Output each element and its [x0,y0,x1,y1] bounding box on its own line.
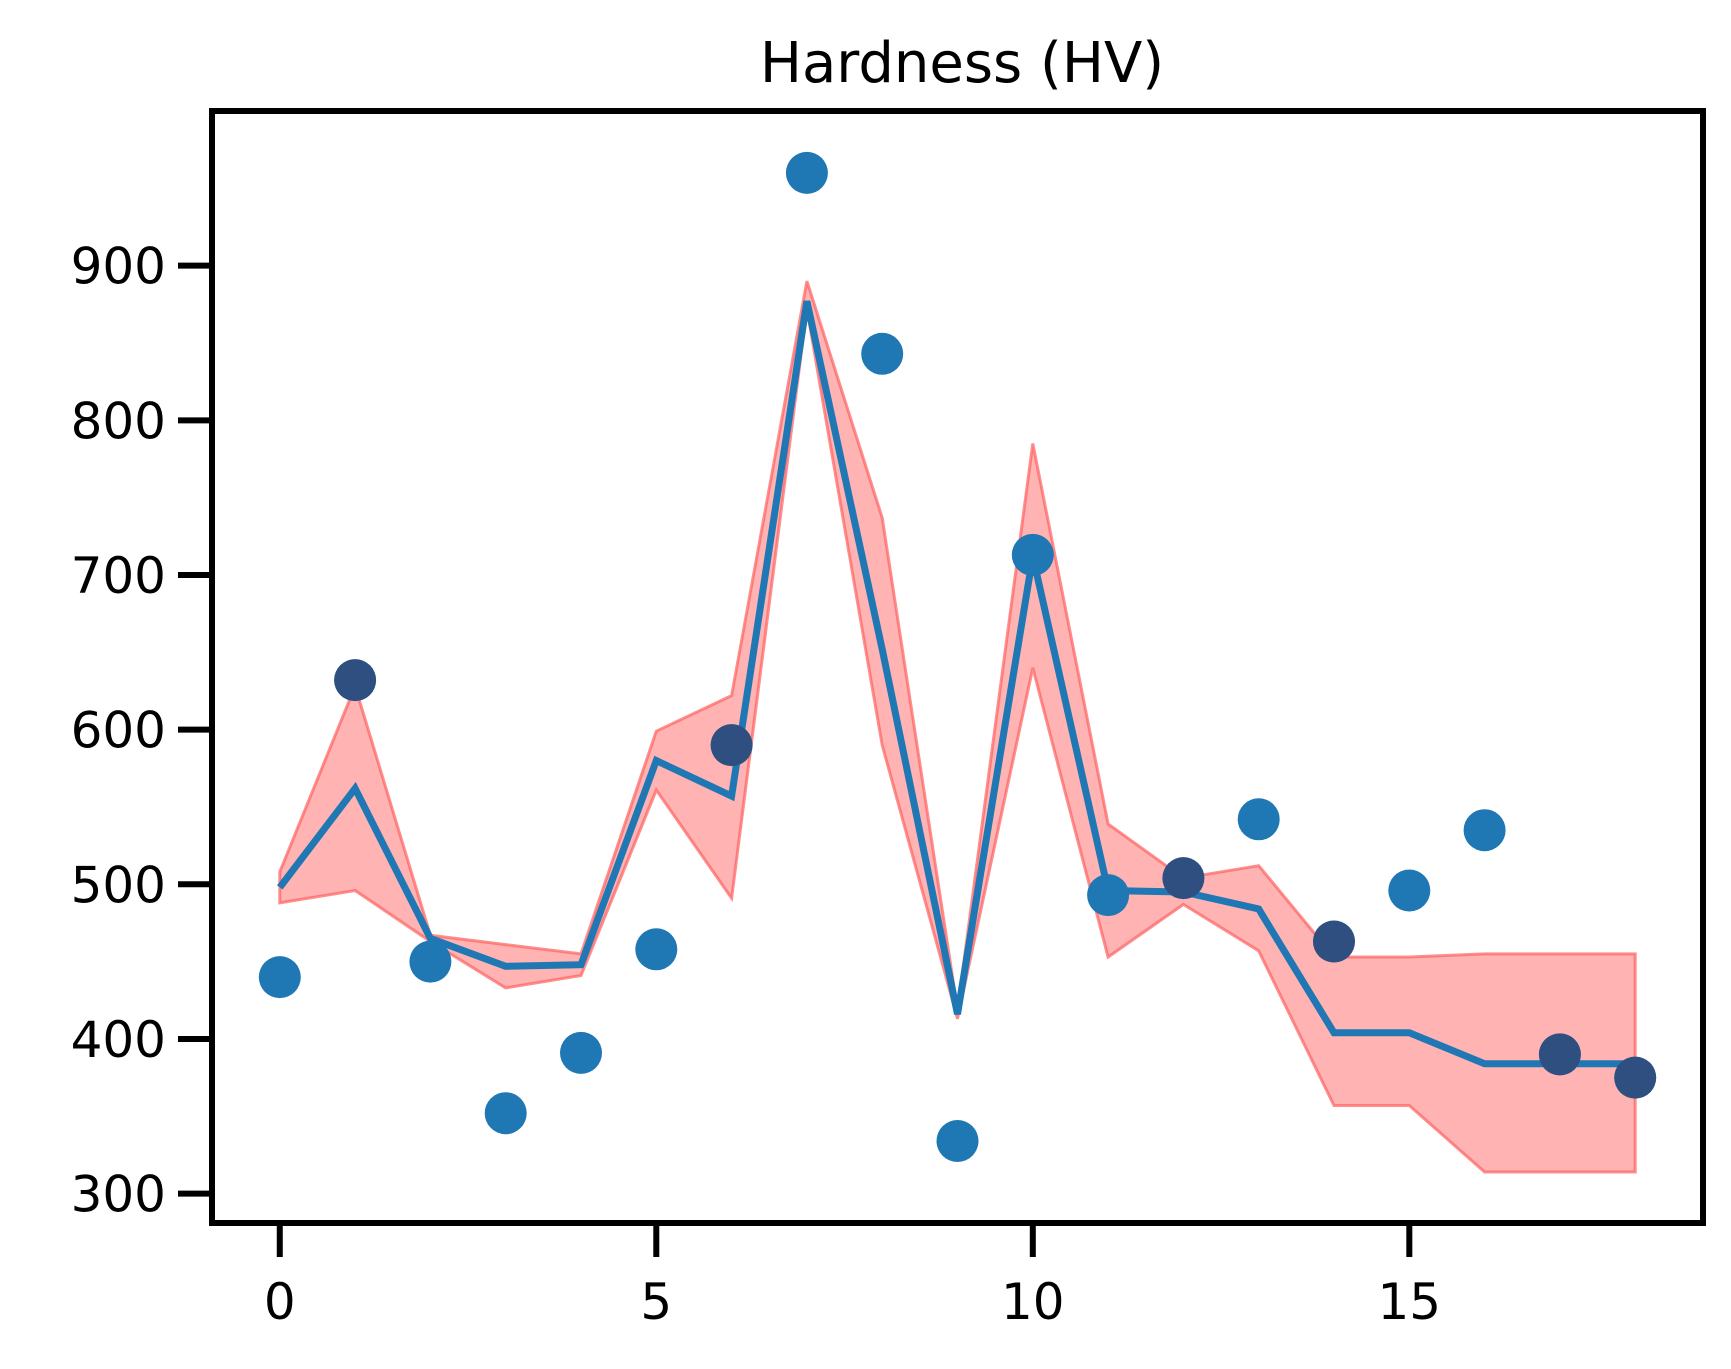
data-point [1463,809,1506,852]
y-tick-label: 300 [71,1166,166,1224]
chart-title: Hardness (HV) [760,31,1164,96]
axes-layer: 300 400 500 600 700 800 900 0 5 10 15 [71,108,1706,1331]
plot-frame [209,108,1706,1226]
data-point [936,1120,979,1162]
x-tick-label: 10 [1001,1273,1065,1331]
fit-line-layer [277,300,1636,1068]
fit-line [277,300,1636,1068]
data-point [861,332,904,375]
confidence-band [278,280,1637,1174]
data-point [785,151,828,194]
data-point [1087,874,1130,917]
data-point-overlap [1614,1056,1657,1099]
y-tick-label: 800 [71,392,166,450]
x-tick-label: 15 [1378,1273,1442,1331]
data-point [560,1031,602,1074]
data-point [635,928,678,971]
x-tick-label: 0 [264,1273,296,1331]
y-tick-label: 700 [71,547,166,605]
y-tick-label: 400 [71,1011,166,1069]
data-points-layer [258,151,1657,1162]
data-point [258,956,301,999]
data-point-overlap [1538,1033,1581,1076]
y-tick-label: 900 [71,238,166,296]
data-point [409,940,452,983]
data-point-overlap [1162,857,1205,900]
x-tick-label: 5 [640,1273,672,1331]
data-point [1237,798,1280,841]
data-point [1011,533,1054,576]
data-point [1388,869,1431,912]
data-point-overlap [710,724,753,767]
confidence-band-layer [278,280,1637,1174]
data-point-overlap [334,659,377,702]
y-tick-label: 600 [71,702,166,760]
data-point [484,1092,527,1135]
data-point-overlap [1313,920,1355,963]
y-tick-label: 500 [71,856,166,914]
